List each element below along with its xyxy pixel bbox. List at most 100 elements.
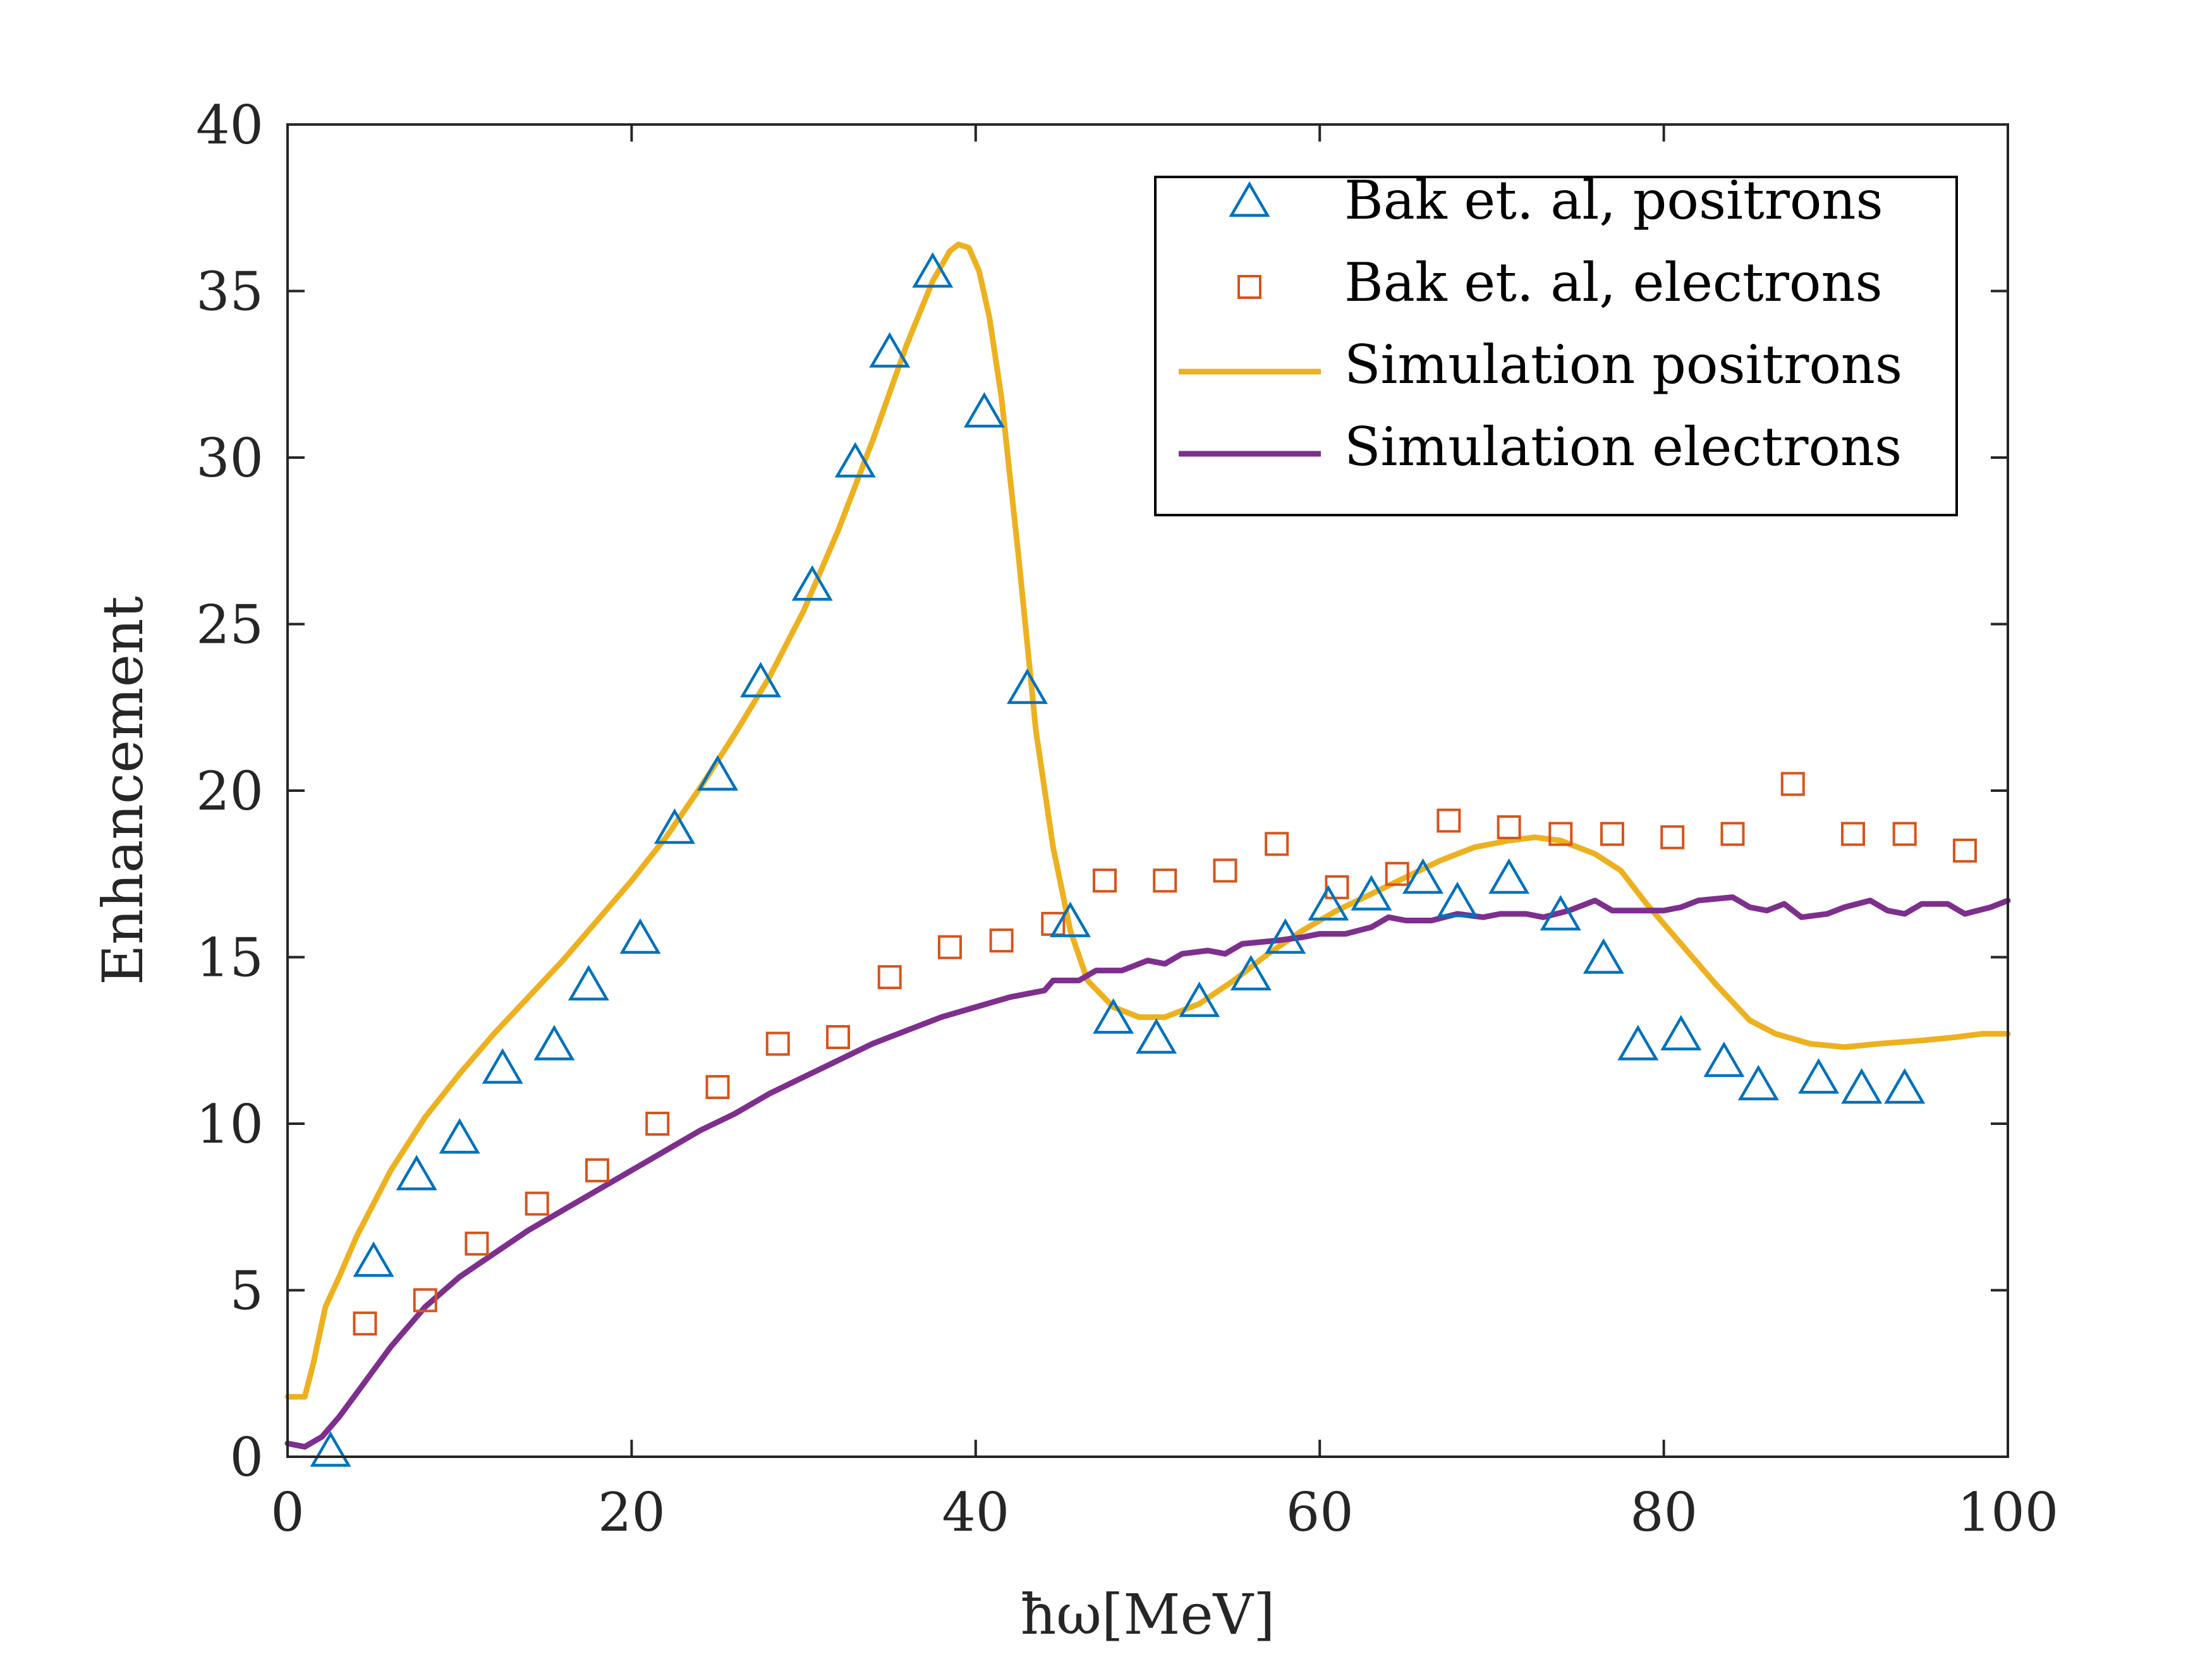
y-tick-label: 40 — [196, 94, 264, 156]
data-point-square — [937, 935, 962, 959]
data-point-triangle — [963, 392, 1005, 428]
data-point-square — [1720, 822, 1745, 846]
legend-label: Simulation electrons — [1344, 416, 1902, 478]
series-simulation-electrons — [284, 894, 2011, 1450]
data-point-triangle — [696, 755, 739, 791]
data-point-square — [1780, 772, 1805, 796]
data-point-triangle — [1583, 938, 1624, 974]
data-point-triangle — [533, 1024, 575, 1060]
data-point-triangle — [1265, 918, 1306, 954]
data-point-square — [1841, 822, 1866, 846]
data-point-triangle — [740, 662, 782, 698]
series-line — [284, 241, 2011, 1400]
data-point-square — [1548, 822, 1573, 846]
data-point-square — [465, 1231, 489, 1256]
data-point-triangle — [310, 1431, 351, 1467]
legend-triangle-marker — [1229, 181, 1270, 217]
y-tick-label: 5 — [230, 1260, 264, 1322]
data-point-square — [413, 1288, 437, 1313]
data-point-triangle — [1050, 901, 1091, 937]
data-point-square — [765, 1031, 790, 1056]
data-point-triangle — [834, 442, 876, 478]
data-point-triangle — [619, 918, 661, 954]
data-point-triangle — [1437, 882, 1478, 918]
data-point-triangle — [1488, 858, 1530, 894]
data-point-square — [525, 1191, 549, 1216]
data-point-triangle — [1093, 998, 1134, 1034]
data-point-square — [1437, 808, 1461, 833]
y-tick-label: 30 — [196, 427, 264, 489]
legend-label: Bak et. al, positrons — [1344, 169, 1883, 231]
data-point-triangle — [396, 1155, 437, 1191]
data-point-triangle — [1737, 1064, 1779, 1101]
series-line — [284, 894, 2011, 1450]
data-point-square — [1213, 858, 1237, 883]
data-point-triangle — [1006, 668, 1048, 704]
data-point-triangle — [1703, 1042, 1745, 1078]
data-point-square — [1092, 868, 1117, 893]
series-simulation-positrons — [284, 241, 2011, 1400]
y-tick-label: 20 — [196, 760, 264, 822]
y-axis-label: Enhancement — [90, 596, 155, 985]
data-point-square — [705, 1075, 730, 1100]
series-bak-et-al-electrons — [353, 772, 1977, 1336]
y-tick-label: 15 — [196, 927, 264, 989]
data-point-triangle — [1841, 1068, 1883, 1104]
data-point-square — [989, 928, 1014, 953]
legend-label: Simulation positrons — [1344, 334, 1902, 396]
data-point-triangle — [1617, 1024, 1659, 1060]
series-bak-et-al-positrons — [310, 252, 1926, 1467]
data-point-square — [1952, 838, 1977, 863]
data-point-square — [1265, 832, 1289, 856]
data-point-triangle — [482, 1048, 523, 1084]
data-point-triangle — [1660, 1014, 1702, 1051]
data-point-triangle — [1136, 1018, 1177, 1054]
x-axis-label: ħω[MeV] — [1021, 1582, 1275, 1647]
data-point-triangle — [1884, 1068, 1926, 1104]
y-tick-label: 0 — [230, 1426, 264, 1488]
data-point-triangle — [869, 332, 911, 368]
legend: Bak et. al, positrons Bak et. al, electro… — [1154, 169, 1958, 516]
data-point-triangle — [1179, 981, 1220, 1018]
x-tick-label: 40 — [942, 1481, 1009, 1543]
data-point-square — [1892, 822, 1917, 846]
x-tick-label: 80 — [1630, 1481, 1698, 1543]
data-point-triangle — [439, 1118, 480, 1154]
data-point-square — [1660, 825, 1685, 849]
data-point-square — [1497, 815, 1521, 839]
data-point-square — [353, 1311, 377, 1336]
x-tick-label: 60 — [1286, 1481, 1354, 1543]
axis-tick-labels: 0 20 40 60 80 100 0 5 10 15 20 25 30 35 40 — [196, 94, 2058, 1543]
legend-square-marker — [1237, 275, 1261, 299]
y-tick-label: 10 — [196, 1093, 264, 1155]
data-point-square — [585, 1158, 609, 1182]
data-point-square — [645, 1112, 670, 1136]
data-point-triangle — [353, 1241, 394, 1277]
x-tick-label: 100 — [1957, 1481, 2058, 1543]
plot-content — [284, 241, 2011, 1467]
data-point-triangle — [653, 808, 695, 844]
data-point-triangle — [1308, 885, 1349, 921]
data-point-triangle — [1540, 895, 1581, 931]
data-point-triangle — [1798, 1058, 1840, 1094]
data-point-triangle — [1402, 858, 1444, 894]
data-point-square — [1600, 822, 1624, 846]
y-tick-label: 25 — [196, 594, 264, 656]
y-tick-label: 35 — [196, 261, 264, 323]
data-point-triangle — [791, 565, 833, 601]
x-tick-label: 0 — [270, 1481, 304, 1543]
legend-box — [1154, 176, 1958, 516]
axis-ticks — [286, 123, 2009, 1458]
data-point-triangle — [1351, 875, 1392, 911]
data-point-square — [1325, 875, 1349, 899]
data-point-triangle — [1230, 955, 1272, 991]
data-point-square — [877, 965, 902, 990]
data-point-triangle — [912, 252, 954, 288]
data-point-square — [826, 1024, 851, 1049]
data-point-square — [1153, 868, 1177, 893]
data-point-triangle — [568, 964, 609, 1000]
legend-label: Bak et. al, electrons — [1344, 252, 1883, 313]
x-tick-label: 20 — [598, 1481, 665, 1543]
data-point-square — [1385, 861, 1409, 886]
